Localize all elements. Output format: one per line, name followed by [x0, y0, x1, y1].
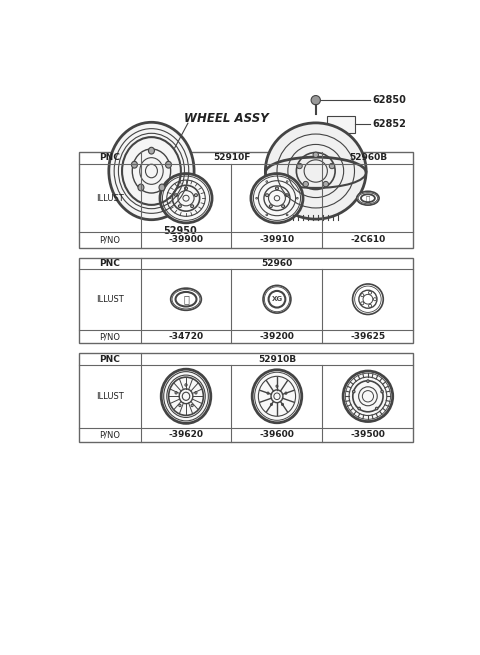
Text: 52910F: 52910F — [213, 153, 250, 162]
Ellipse shape — [179, 404, 181, 407]
Text: PNC: PNC — [99, 259, 120, 268]
Ellipse shape — [297, 163, 302, 169]
Ellipse shape — [175, 194, 178, 196]
Ellipse shape — [352, 390, 355, 393]
Bar — [79, 257, 413, 343]
Bar — [79, 152, 413, 248]
Ellipse shape — [161, 369, 211, 423]
Ellipse shape — [358, 407, 360, 410]
Ellipse shape — [263, 286, 291, 313]
Ellipse shape — [353, 284, 383, 314]
Ellipse shape — [286, 194, 288, 196]
Circle shape — [311, 96, 321, 105]
Ellipse shape — [191, 205, 193, 208]
Ellipse shape — [367, 380, 369, 383]
Text: 52910B: 52910B — [258, 355, 296, 364]
Ellipse shape — [132, 161, 137, 168]
Ellipse shape — [276, 187, 278, 190]
Ellipse shape — [171, 288, 202, 310]
Ellipse shape — [276, 385, 278, 387]
Text: P/NO: P/NO — [99, 430, 120, 439]
Text: 62850: 62850 — [372, 95, 406, 105]
Text: ILLUST: ILLUST — [96, 295, 123, 304]
Text: PNC: PNC — [99, 153, 120, 162]
Text: -39900: -39900 — [168, 235, 204, 244]
Text: -2C610: -2C610 — [350, 235, 385, 244]
Ellipse shape — [313, 152, 318, 157]
Ellipse shape — [109, 122, 194, 219]
Ellipse shape — [357, 191, 379, 205]
Ellipse shape — [381, 390, 384, 393]
Ellipse shape — [270, 403, 273, 405]
Ellipse shape — [184, 187, 188, 190]
Ellipse shape — [138, 184, 144, 191]
Text: PNC: PNC — [99, 355, 120, 364]
Text: 52960B: 52960B — [349, 153, 387, 162]
Text: -39500: -39500 — [350, 430, 385, 439]
Ellipse shape — [282, 205, 285, 208]
Text: -39910: -39910 — [259, 235, 295, 244]
Text: 52960: 52960 — [261, 259, 293, 268]
Text: Ⓗ: Ⓗ — [366, 195, 370, 202]
Ellipse shape — [285, 392, 287, 394]
Ellipse shape — [160, 174, 212, 223]
Ellipse shape — [185, 384, 187, 386]
Text: ILLUST: ILLUST — [96, 194, 123, 202]
Ellipse shape — [265, 123, 366, 219]
Ellipse shape — [194, 194, 197, 196]
Ellipse shape — [251, 174, 303, 223]
Ellipse shape — [343, 371, 393, 422]
Ellipse shape — [179, 205, 181, 208]
Ellipse shape — [375, 407, 378, 410]
Text: 52950: 52950 — [163, 226, 197, 236]
Bar — [327, 115, 355, 132]
Ellipse shape — [269, 205, 272, 208]
Text: WHEEL ASSY: WHEEL ASSY — [184, 112, 269, 125]
Ellipse shape — [265, 194, 268, 196]
Text: -39600: -39600 — [260, 430, 294, 439]
Ellipse shape — [281, 403, 284, 405]
Text: 62852: 62852 — [372, 119, 406, 129]
Text: -39620: -39620 — [168, 430, 204, 439]
Ellipse shape — [166, 161, 171, 168]
Ellipse shape — [323, 181, 328, 187]
Text: XG: XG — [271, 296, 283, 302]
Text: -39625: -39625 — [350, 332, 385, 341]
Text: -39200: -39200 — [260, 332, 294, 341]
Text: -34720: -34720 — [168, 332, 204, 341]
Text: P/NO: P/NO — [99, 235, 120, 244]
Ellipse shape — [159, 184, 165, 191]
Ellipse shape — [148, 147, 155, 154]
Ellipse shape — [252, 370, 302, 422]
Ellipse shape — [175, 392, 177, 394]
Ellipse shape — [303, 181, 309, 187]
Ellipse shape — [195, 392, 197, 394]
Text: Ⓗ: Ⓗ — [183, 294, 189, 304]
Text: ILLUST: ILLUST — [96, 392, 123, 401]
Text: P/NO: P/NO — [99, 332, 120, 341]
Ellipse shape — [267, 392, 269, 394]
Bar — [79, 354, 413, 441]
Ellipse shape — [191, 404, 193, 407]
Ellipse shape — [329, 163, 335, 169]
